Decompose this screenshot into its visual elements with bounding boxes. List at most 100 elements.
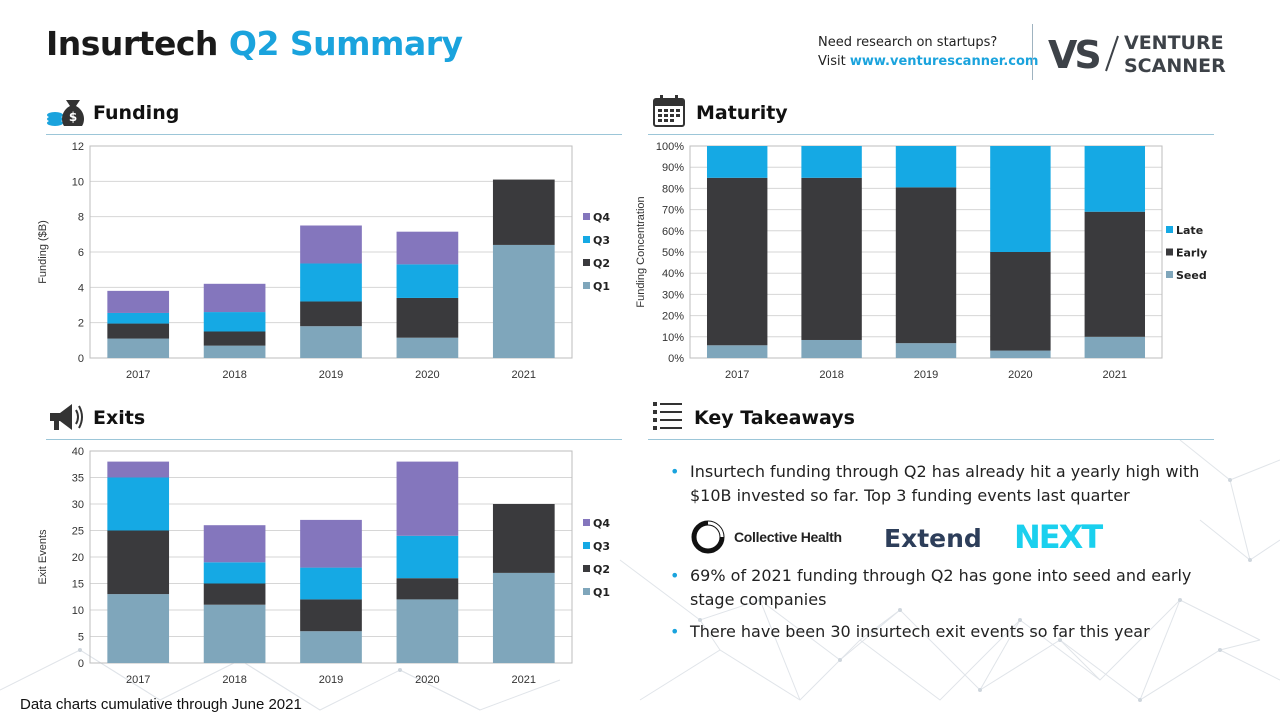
y-tick-label: 6 <box>78 247 84 259</box>
y-tick-label: 30 <box>72 499 84 511</box>
logo-mark: VS <box>1048 33 1099 77</box>
svg-text:$: $ <box>69 110 77 124</box>
bar-segment-q2 <box>396 578 459 600</box>
promo-text: Need research on startups? Visit www.ven… <box>818 33 1038 71</box>
bar-segment-q2 <box>396 297 459 338</box>
bar-segment-seed <box>895 343 957 358</box>
bar-segment-seed <box>706 345 768 358</box>
y-tick-label: 40% <box>662 268 684 280</box>
collective-health-logo: Collective Health <box>691 520 842 554</box>
y-tick-label: 30% <box>662 289 684 301</box>
bar-segment-early <box>990 252 1051 351</box>
funding-heading: Funding <box>93 102 180 124</box>
legend-label: Late <box>1176 224 1203 237</box>
y-tick-label: 0% <box>668 353 684 365</box>
exits-heading: Exits <box>93 407 146 429</box>
y-tick-label: 35 <box>72 473 84 485</box>
legend-swatch <box>583 236 590 243</box>
x-tick-label: 2019 <box>319 674 343 686</box>
x-tick-label: 2018 <box>222 369 246 381</box>
logo-slash <box>1105 35 1119 72</box>
maturity-heading: Maturity <box>696 102 788 124</box>
legend-label: Early <box>1176 247 1207 260</box>
page-title: Insurtech Q2 Summary <box>46 24 463 63</box>
y-tick-label: 15 <box>72 579 84 591</box>
bar-segment-seed <box>801 339 862 358</box>
legend-label: Q4 <box>593 517 610 530</box>
legend-label: Q4 <box>593 211 610 224</box>
extend-name: Extend <box>884 524 982 553</box>
bar-segment-q1 <box>107 594 170 663</box>
y-tick-label: 40 <box>72 446 84 458</box>
y-tick-label: 12 <box>72 141 84 153</box>
bar-segment-q2 <box>107 530 170 595</box>
bar-segment-seed <box>990 350 1051 358</box>
takeaway-text-3: There have been 30 insurtech exit events… <box>690 622 1150 641</box>
y-tick-label: 50% <box>662 247 684 259</box>
title-main: Insurtech <box>46 24 218 63</box>
bullet-dot: • <box>670 462 680 481</box>
x-tick-label: 2017 <box>126 674 150 686</box>
bar-segment-q1 <box>492 572 555 663</box>
bar-segment-q4 <box>203 525 266 563</box>
bar-segment-q1 <box>396 599 459 663</box>
x-tick-label: 2021 <box>512 674 536 686</box>
y-axis-label: Funding Concentration <box>635 196 647 307</box>
y-tick-label: 4 <box>78 282 84 294</box>
legend-label: Q3 <box>593 540 610 553</box>
y-tick-label: 60% <box>662 226 684 238</box>
bar-segment-early <box>706 177 768 346</box>
bar-segment-late <box>990 146 1051 252</box>
x-tick-label: 2018 <box>222 674 246 686</box>
legend-swatch <box>583 259 590 266</box>
bar-segment-late <box>706 146 768 178</box>
bar-segment-q2 <box>492 504 555 573</box>
bar-segment-q4 <box>396 461 459 536</box>
y-axis-label: Funding ($B) <box>37 220 49 284</box>
maturity-chart: 0% 10% 20% 30% 40% 50% 60% 70% 80% 90% 100% Funding… <box>635 141 1207 381</box>
y-tick-label: 0 <box>78 658 84 670</box>
y-axis-label: Exit Events <box>37 529 49 585</box>
bar-segment-q1 <box>107 338 170 358</box>
footnote: Data charts cumulative through June 2021 <box>20 696 302 713</box>
bar-segment-q4 <box>203 283 266 313</box>
y-tick-label: 80% <box>662 183 684 195</box>
megaphone-icon <box>50 404 83 430</box>
bar-segment-seed <box>1084 336 1146 358</box>
bar-segment-q3 <box>300 263 362 302</box>
y-tick-label: 10 <box>72 605 84 617</box>
x-tick-label: 2017 <box>126 369 150 381</box>
header-divider <box>1032 24 1033 80</box>
legend-label: Q2 <box>593 257 610 270</box>
list-icon <box>653 402 682 430</box>
bar-segment-q2 <box>107 323 170 339</box>
bar-segment-q1 <box>396 337 459 358</box>
y-tick-label: 0 <box>78 353 84 365</box>
x-tick-label: 2017 <box>725 369 749 381</box>
money-bag-icon: $ <box>47 100 84 126</box>
y-tick-label: 90% <box>662 162 684 174</box>
y-tick-label: 2 <box>78 318 84 330</box>
website-link[interactable]: www.venturescanner.com <box>849 54 1039 69</box>
x-tick-label: 2018 <box>819 369 843 381</box>
x-tick-label: 2019 <box>914 369 938 381</box>
legend-label: Q1 <box>593 586 610 599</box>
legend-swatch <box>583 213 590 220</box>
takeaway-text-1: Insurtech funding through Q2 has already… <box>690 462 1200 505</box>
bar-segment-q1 <box>492 244 555 358</box>
bar-segment-q4 <box>396 231 459 265</box>
legend-label: Q1 <box>593 280 610 293</box>
venture-scanner-logo: VS VENTURE SCANNER <box>1048 32 1226 77</box>
promo-line-1: Need research on startups? <box>818 35 998 50</box>
legend-label: Q2 <box>593 563 610 576</box>
y-tick-label: 25 <box>72 526 84 538</box>
bar-segment-late <box>1084 146 1146 212</box>
bar-segment-q2 <box>300 599 362 632</box>
bar-segment-q1 <box>300 326 362 358</box>
bar-segment-q2 <box>492 179 555 245</box>
bar-segment-q4 <box>107 290 170 313</box>
legend-swatch <box>1166 226 1173 233</box>
takeaway-text-2: 69% of 2021 funding through Q2 has gone … <box>690 566 1192 609</box>
funding-rule <box>46 134 622 135</box>
y-tick-label: 5 <box>78 632 84 644</box>
